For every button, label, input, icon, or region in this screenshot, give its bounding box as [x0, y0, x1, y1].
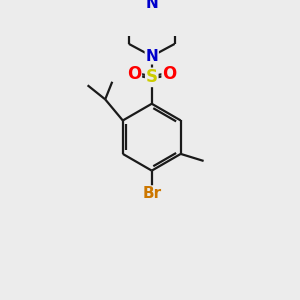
- Text: N: N: [146, 0, 158, 11]
- Text: O: O: [162, 65, 176, 83]
- Text: O: O: [127, 65, 141, 83]
- Text: N: N: [146, 49, 158, 64]
- Text: Br: Br: [142, 186, 161, 201]
- Text: S: S: [146, 68, 158, 86]
